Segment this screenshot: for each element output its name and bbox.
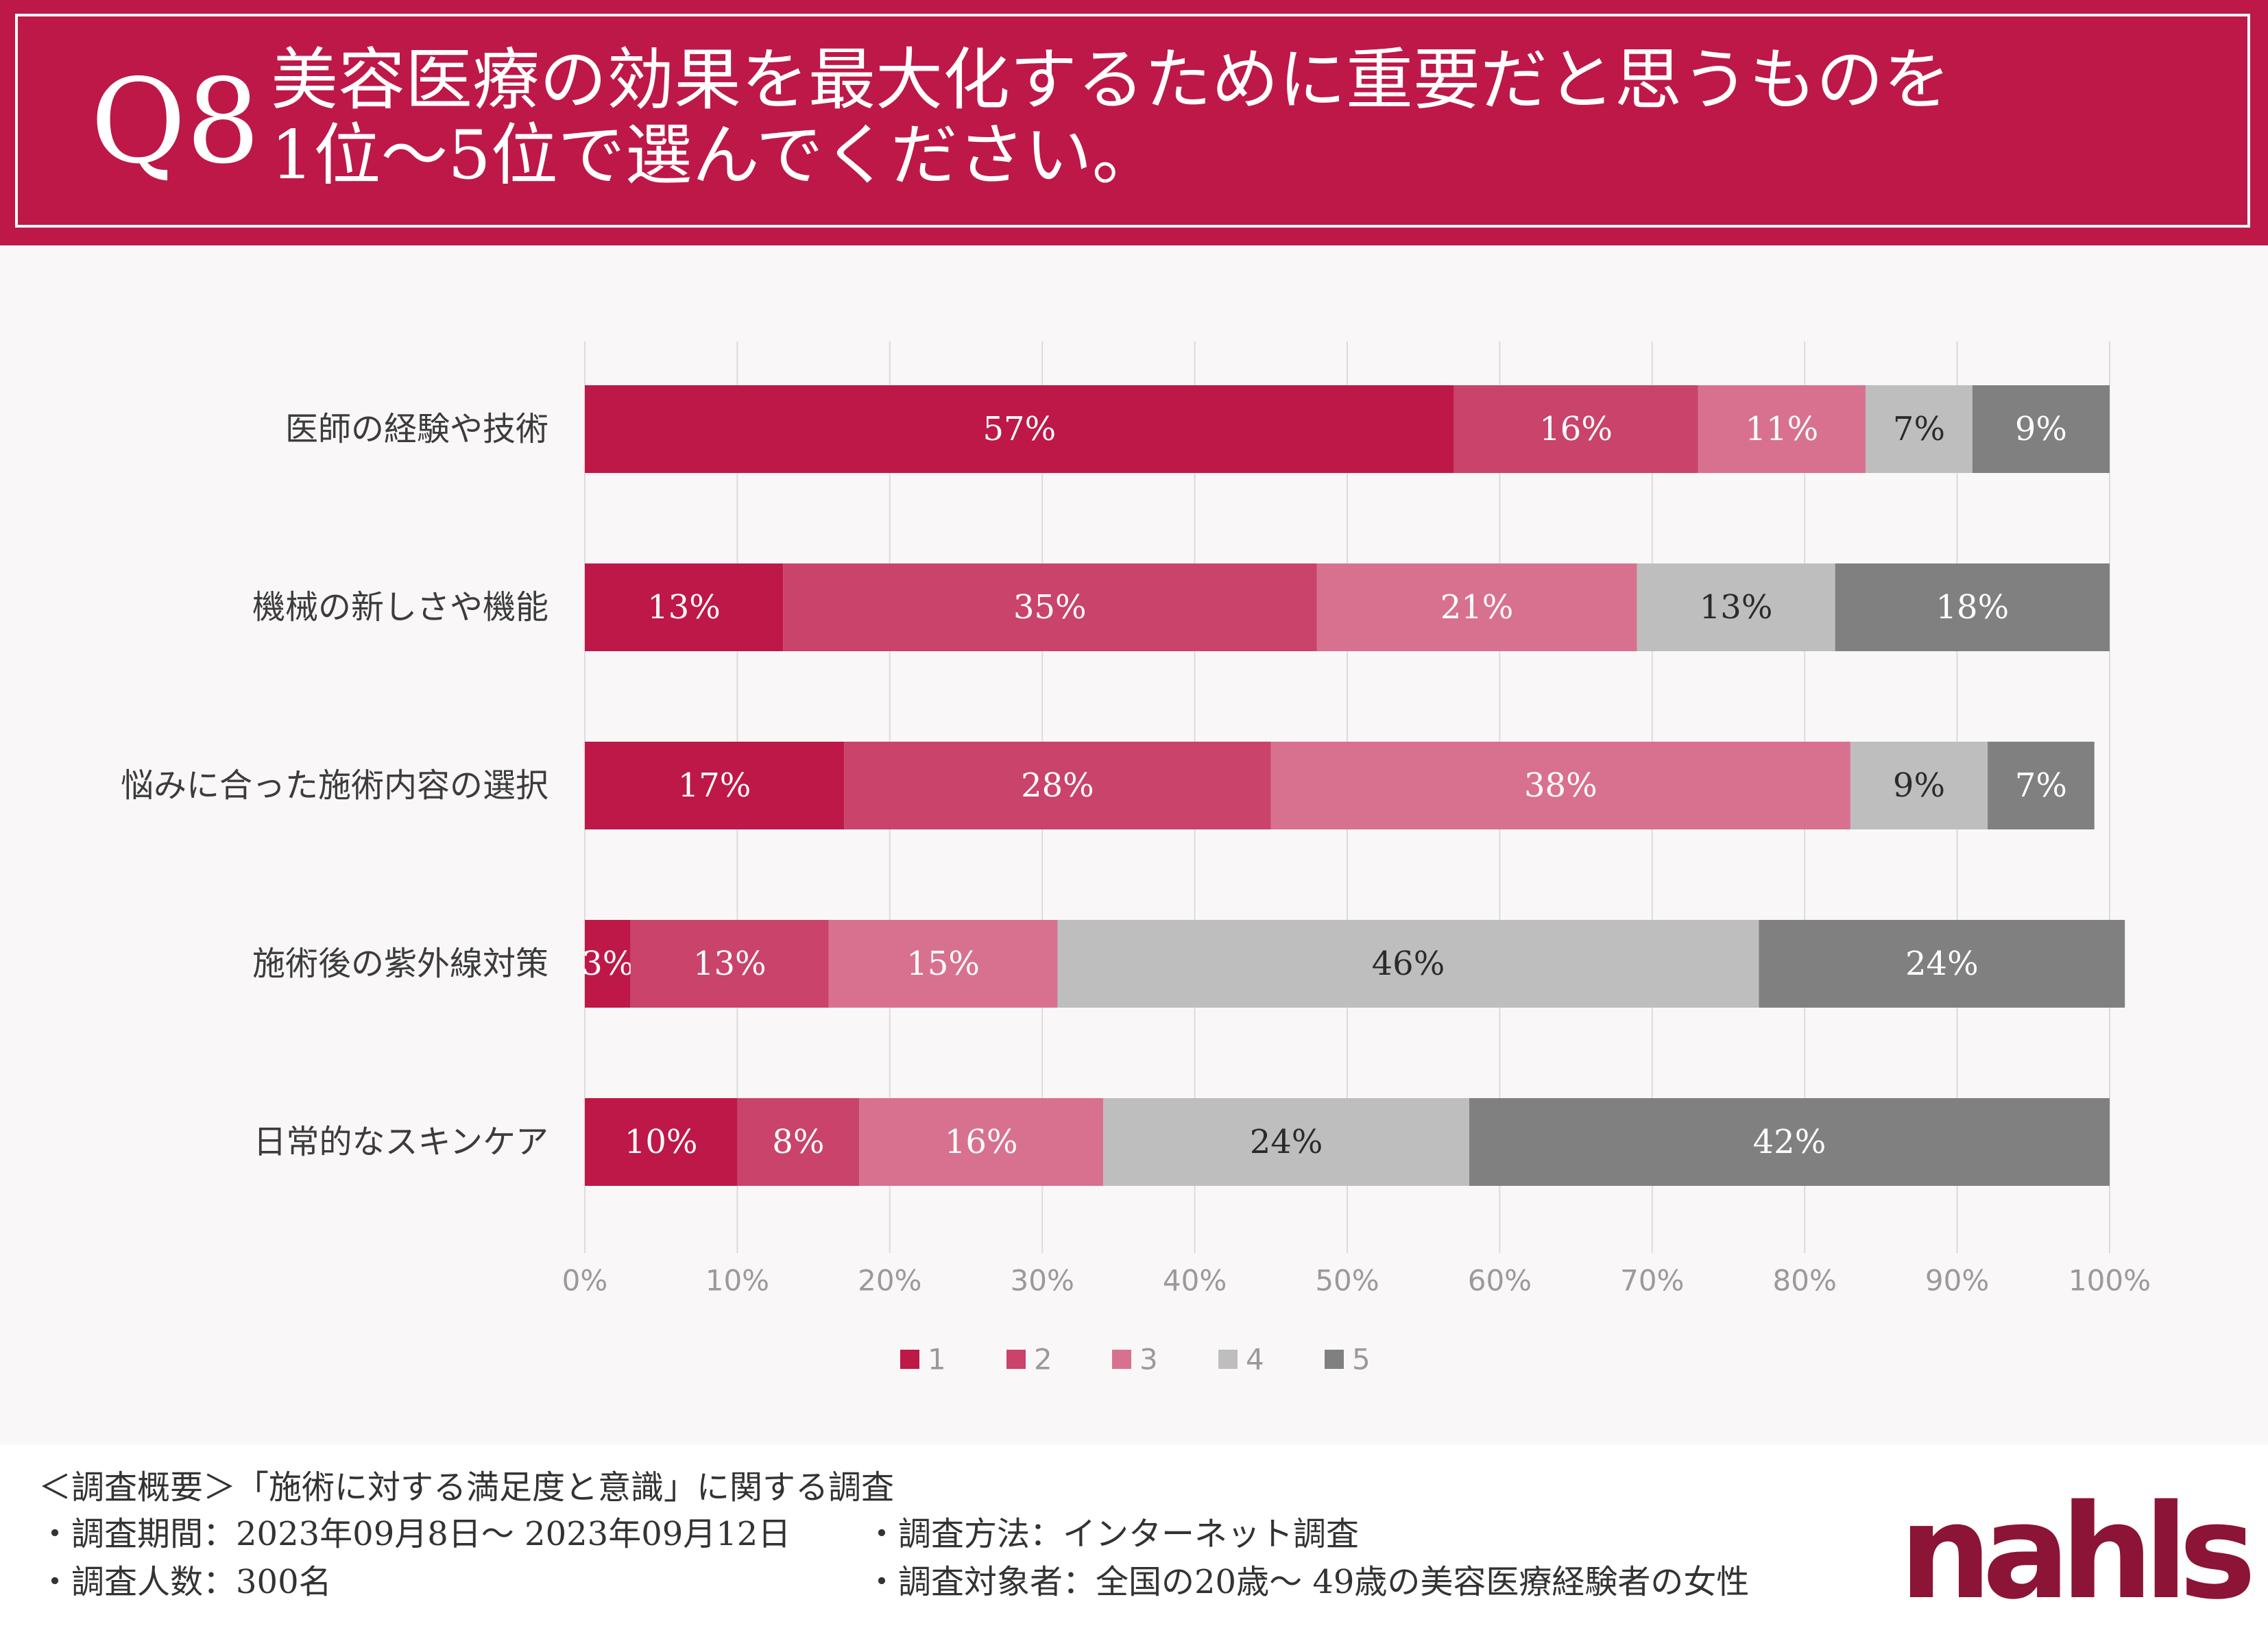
category-label: 施術後の紫外線対策	[252, 945, 548, 983]
legend-label: 4	[1246, 1343, 1264, 1376]
x-tick-label: 50%	[1315, 1264, 1379, 1298]
bar-segment-rank-1	[585, 742, 845, 829]
legend-swatch-rank-4	[1218, 1350, 1238, 1369]
x-tick-label: 60%	[1468, 1264, 1532, 1298]
survey-period: ・調査期間：2023年09月8日〜 2023年09月12日	[38, 1515, 791, 1553]
data-label: 57%	[982, 410, 1056, 448]
bar-segment-rank-4	[1637, 563, 1835, 651]
data-label: 13%	[647, 588, 721, 627]
data-label: 21%	[1440, 588, 1514, 627]
question-title-line1: 美容医療の効果を最大化するために重要だと思うものを	[271, 41, 1951, 119]
legend-label: 1	[928, 1343, 946, 1376]
data-label: 24%	[1905, 945, 1979, 983]
data-label: 9%	[1893, 766, 1945, 805]
legend-swatch-rank-1	[900, 1350, 919, 1369]
chart-area: 医師の経験や技術 57% 16% 11% 7% 9% 機械の新しさや機能 13% 35% 21% 1…	[0, 245, 2268, 1445]
bar-segment-rank-2	[1453, 385, 1698, 473]
category-label: 悩みに合った施術内容の選択	[121, 766, 548, 805]
x-tick-label: 90%	[1925, 1264, 1989, 1298]
x-tick-label: 20%	[858, 1264, 921, 1298]
bar-segment-rank-5	[1972, 385, 2110, 473]
legend-label: 2	[1034, 1343, 1052, 1376]
bar-segment-rank-3	[1698, 385, 1866, 473]
data-label: 16%	[1539, 410, 1613, 448]
data-label: 13%	[693, 945, 767, 983]
survey-target: ・調査対象者：全国の20歳〜 49歳の美容医療経験者の女性	[865, 1563, 1750, 1601]
survey-footer: ＜調査概要＞「施術に対する満足度と意識」に関する調査 ・調査期間：2023年09…	[0, 1445, 2268, 1619]
legend-swatch-rank-2	[1006, 1350, 1026, 1369]
bar-segment-rank-3	[828, 920, 1058, 1008]
legend-swatch-rank-3	[1112, 1350, 1131, 1369]
data-label: 46%	[1372, 945, 1445, 983]
x-tick-label: 0%	[562, 1264, 608, 1298]
bar-segment-rank-5	[1469, 1098, 2110, 1186]
x-tick-label: 30%	[1011, 1264, 1074, 1298]
question-title: 美容医療の効果を最大化するために重要だと思うものを 1位〜5位で選んでください。	[271, 42, 1951, 193]
bar-segment-rank-4	[1850, 742, 1988, 829]
category-label: 医師の経験や技術	[285, 410, 548, 448]
x-tick-label: 100%	[2068, 1264, 2151, 1298]
bar-segment-rank-3	[1270, 742, 1850, 829]
bar-segment-rank-4	[1057, 920, 1759, 1008]
legend-label: 5	[1352, 1343, 1371, 1376]
data-label: 16%	[945, 1123, 1018, 1161]
data-label: 3%	[581, 945, 634, 983]
data-label: 42%	[1753, 1123, 1826, 1161]
x-tick-label: 10%	[705, 1264, 769, 1298]
bar-segment-rank-1	[585, 563, 784, 651]
bar-segment-rank-2	[844, 742, 1271, 829]
bar-segment-rank-1	[585, 1098, 738, 1186]
data-label: 24%	[1250, 1123, 1323, 1161]
bar-segment-rank-5	[1835, 563, 2110, 651]
x-tick-label: 80%	[1773, 1264, 1837, 1298]
legend-swatch-rank-5	[1325, 1350, 1344, 1369]
survey-count: ・調査人数：300名	[38, 1563, 332, 1601]
header-frame	[15, 14, 2250, 228]
data-label: 35%	[1013, 588, 1087, 627]
bar-segment-rank-4	[1866, 385, 1973, 473]
bar-segment-rank-5	[1759, 920, 2125, 1008]
bar-segment-rank-1	[585, 920, 631, 1008]
x-tick-label: 40%	[1163, 1264, 1227, 1298]
question-title-line2: 1位〜5位で選んでください。	[271, 117, 1159, 195]
category-label: 機械の新しさや機能	[252, 588, 548, 627]
data-label: 11%	[1745, 410, 1818, 448]
category-label: 日常的なスキンケア	[253, 1123, 548, 1161]
data-label: 13%	[1700, 588, 1773, 627]
data-label: 7%	[2015, 766, 2067, 805]
bar-segment-rank-1	[585, 385, 1454, 473]
question-number: Q8	[91, 54, 261, 190]
x-tick-label: 70%	[1620, 1264, 1684, 1298]
bar-segment-rank-2	[783, 563, 1317, 651]
bar-segment-rank-2	[737, 1098, 860, 1186]
survey-method: ・調査方法：インターネット調査	[865, 1515, 1360, 1553]
bar-segment-rank-3	[859, 1098, 1104, 1186]
stacked-bar-chart: 医師の経験や技術 57% 16% 11% 7% 9%機械の新しさや機能 13% 35% 21% 1…	[121, 341, 2151, 1376]
data-label: 18%	[1935, 588, 2009, 627]
nahls-logo: nahls	[1899, 1477, 2256, 1628]
data-label: 38%	[1524, 766, 1597, 805]
data-label: 8%	[772, 1123, 824, 1161]
data-label: 28%	[1021, 766, 1094, 805]
bar-segment-rank-4	[1103, 1098, 1469, 1186]
data-label: 15%	[906, 945, 980, 983]
legend-label: 3	[1139, 1343, 1158, 1376]
data-label: 10%	[625, 1123, 698, 1161]
survey-summary: ＜調査概要＞「施術に対する満足度と意識」に関する調査	[38, 1468, 895, 1507]
data-label: 7%	[1893, 410, 1945, 448]
bar-segment-rank-3	[1316, 563, 1637, 651]
data-label: 17%	[678, 766, 751, 805]
data-label: 9%	[2015, 410, 2067, 448]
bar-segment-rank-2	[630, 920, 829, 1008]
bar-segment-rank-5	[1988, 742, 2095, 829]
header-banner: Q8 美容医療の効果を最大化するために重要だと思うものを 1位〜5位で選んでくだ…	[0, 0, 2268, 245]
